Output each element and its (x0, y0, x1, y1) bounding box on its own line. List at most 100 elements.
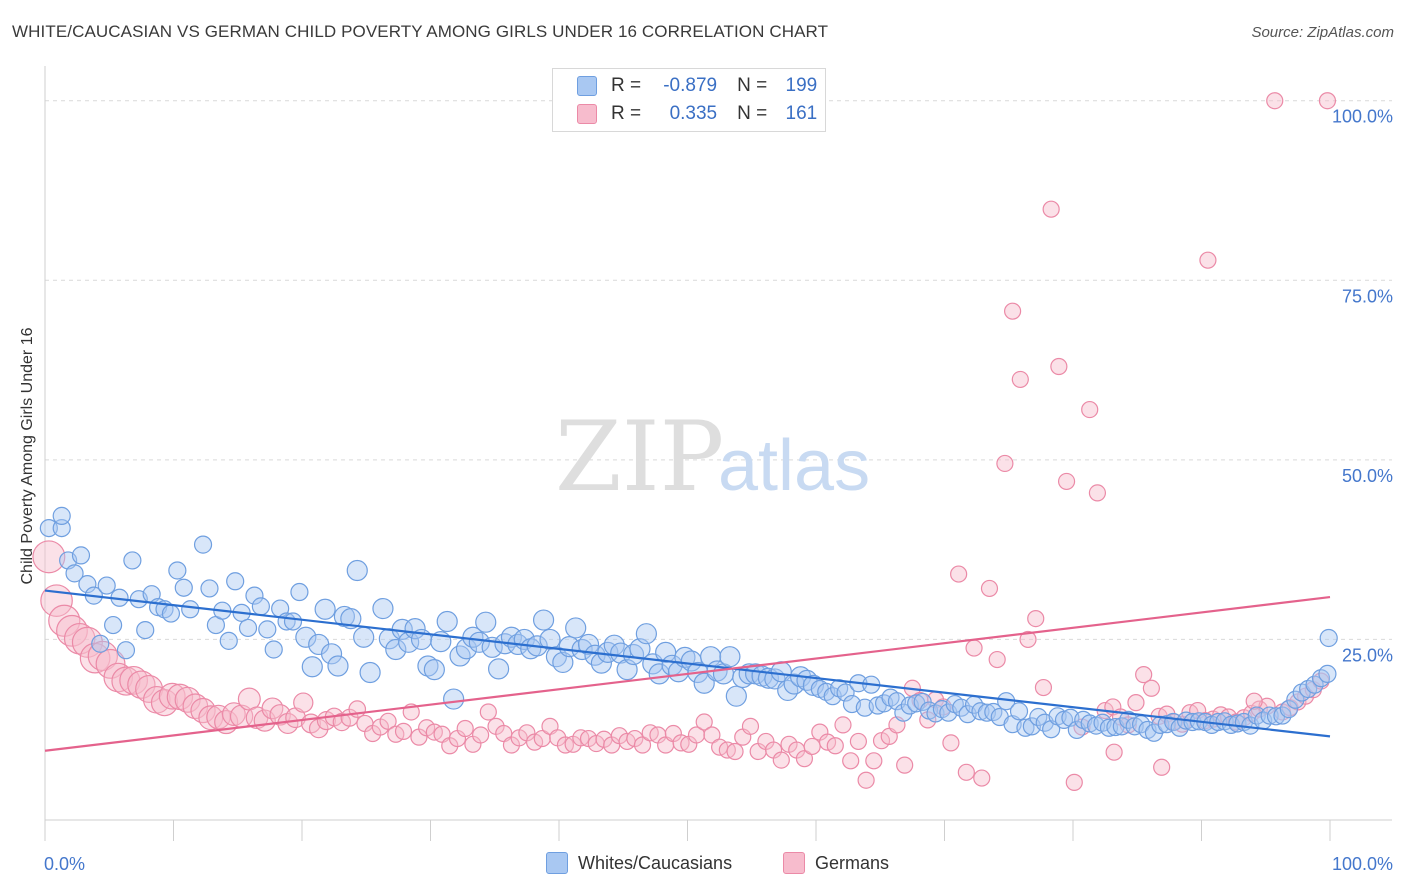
germans-point (119, 665, 149, 695)
whites-point (385, 638, 407, 661)
chart-title: WHITE/CAUCASIAN VS GERMAN CHILD POVERTY … (12, 22, 829, 41)
germans-point (919, 711, 937, 729)
whites-point (836, 683, 855, 702)
germans-point (1027, 610, 1045, 628)
series-legend: Whites/Caucasians Germans (0, 852, 1406, 878)
whites-point (346, 559, 368, 582)
whites-point (39, 519, 58, 538)
whites-point (200, 579, 219, 598)
whites-point (693, 672, 715, 694)
whites-point (577, 633, 600, 656)
whites-point (264, 640, 283, 659)
germans-point (741, 717, 760, 735)
whites-point (552, 651, 574, 674)
germans-point (1266, 92, 1284, 110)
germans-point (950, 565, 968, 583)
germans-point (479, 703, 497, 721)
legend-label-whites: Whites/Caucasians (578, 852, 733, 873)
tick-labels: 25.0% 50.0% 75.0% 100.0% 0.0% 100.0% (44, 107, 1393, 874)
germans-point (633, 736, 652, 754)
legend-item-whites[interactable]: Whites/Caucasians (546, 852, 732, 874)
germans-point (834, 716, 852, 734)
germans-point (1042, 200, 1060, 218)
germans-point (1135, 666, 1153, 684)
germans-point (1199, 251, 1217, 269)
whites-point (78, 575, 97, 594)
y-tick-label: 100.0% (1332, 107, 1393, 127)
germans-point (896, 756, 914, 774)
whites-point (565, 617, 587, 639)
whites-point (488, 658, 510, 680)
whites-point (251, 597, 270, 616)
germans-point (456, 719, 474, 738)
germans-point (1065, 773, 1083, 791)
legend-swatch-whites (577, 76, 597, 96)
germans-point (1153, 758, 1171, 776)
axes (44, 66, 1392, 841)
whites-points (39, 506, 1338, 742)
germans-point (826, 737, 844, 755)
whites-point (161, 604, 181, 623)
germans-point (857, 771, 875, 789)
x-tick-label: 100.0% (1332, 854, 1393, 874)
whites-point (283, 612, 303, 631)
germans-point (95, 648, 126, 679)
whites-point (226, 572, 245, 591)
germans-point (1081, 400, 1099, 419)
germans-point (1034, 678, 1053, 697)
germans-point (988, 650, 1006, 669)
whites-point (1318, 664, 1337, 684)
legend-label-germans: Germans (815, 852, 890, 873)
whites-point (1260, 706, 1279, 725)
whites-point (245, 586, 264, 605)
whites-point (725, 685, 747, 707)
whites-point (238, 618, 258, 638)
whites-point (777, 679, 799, 702)
whites-point (219, 631, 238, 650)
whites-point (1016, 718, 1035, 737)
watermark-atlas: atlas (718, 426, 870, 506)
germans-point (158, 682, 186, 710)
legend-row-whites: R = -0.879 N = 199 (553, 72, 817, 100)
whites-point (123, 551, 142, 570)
germans-point (965, 639, 983, 657)
whites-point (1009, 702, 1029, 721)
germans-point (842, 752, 860, 770)
gridlines (45, 100, 1392, 640)
whites-point (290, 582, 309, 602)
legend-n-value-whites: 199 (785, 75, 818, 96)
watermark: ZIP atlas (555, 401, 870, 513)
germans-point (1050, 357, 1068, 376)
germans-point (190, 697, 216, 724)
whites-point (116, 641, 136, 660)
whites-point (1319, 628, 1338, 648)
whites-point (52, 506, 71, 525)
whites-point (71, 546, 91, 565)
germans-point (127, 670, 156, 699)
whites-point (327, 655, 349, 677)
whites-point (1286, 690, 1305, 709)
germans-point (221, 702, 246, 727)
x-tick-label: 0.0% (44, 854, 85, 874)
legend-swatch-germans (783, 852, 805, 874)
whites-point (320, 643, 343, 665)
germans-point (1127, 694, 1145, 712)
y-tick-label: 75.0% (1342, 286, 1393, 306)
germans-point (695, 713, 713, 731)
germans-point (996, 454, 1014, 473)
whites-point (65, 564, 84, 583)
legend-item-germans[interactable]: Germans (783, 852, 889, 874)
whites-point (314, 598, 336, 620)
germans-point (32, 540, 66, 574)
whites-point (622, 643, 645, 666)
germans-point (308, 718, 329, 739)
legend-r-label: R = (611, 103, 642, 124)
germans-point (703, 726, 721, 744)
whites-point (91, 634, 110, 653)
whites-point (1279, 700, 1298, 719)
legend-n-label: N = (737, 103, 768, 124)
whites-point (353, 626, 375, 648)
germans-point (1004, 302, 1022, 320)
germans-point (973, 769, 991, 787)
germans-point (726, 742, 744, 761)
